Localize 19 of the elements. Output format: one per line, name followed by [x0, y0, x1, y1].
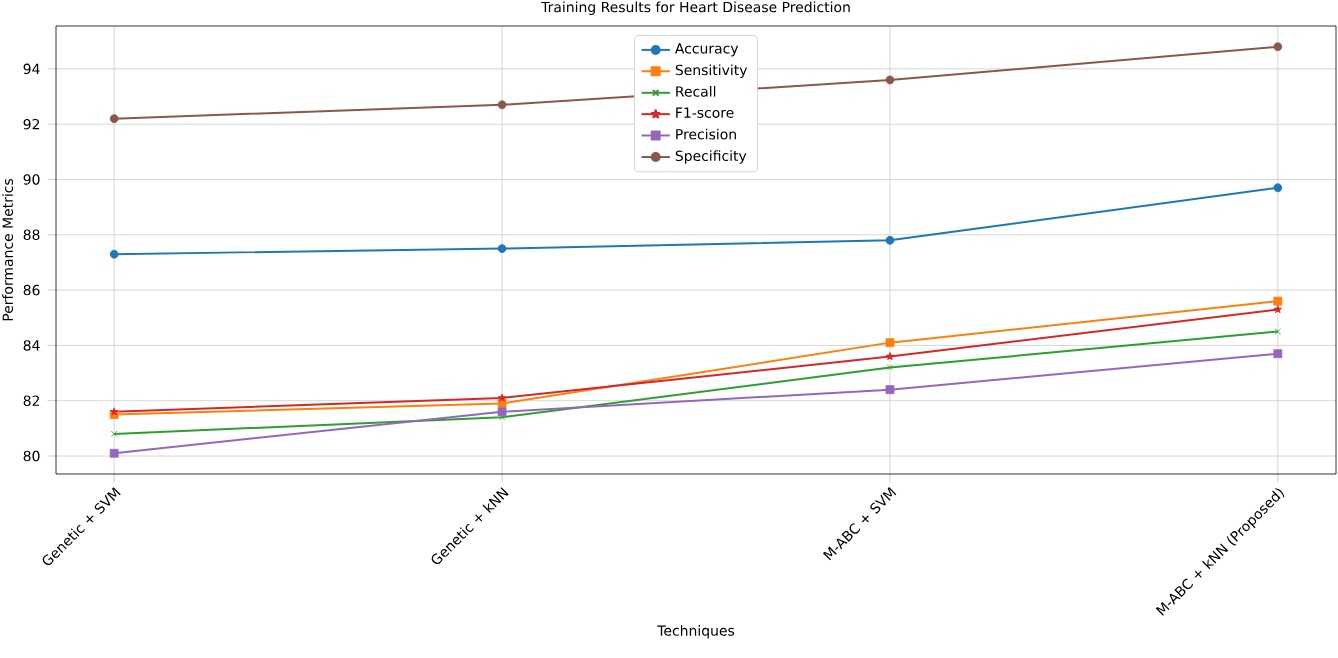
point — [109, 448, 119, 458]
point — [885, 385, 895, 395]
point — [1273, 305, 1283, 314]
point — [109, 249, 119, 259]
point — [885, 235, 895, 245]
point — [497, 100, 507, 110]
point — [885, 352, 895, 361]
point — [1273, 42, 1283, 52]
point — [886, 364, 894, 371]
point — [1273, 183, 1283, 193]
point — [109, 114, 119, 124]
point — [497, 393, 507, 402]
point — [497, 244, 507, 253]
point — [1273, 296, 1283, 306]
point — [885, 75, 895, 85]
point — [497, 407, 507, 417]
point — [498, 414, 506, 421]
point — [885, 338, 895, 348]
point — [1273, 349, 1283, 359]
